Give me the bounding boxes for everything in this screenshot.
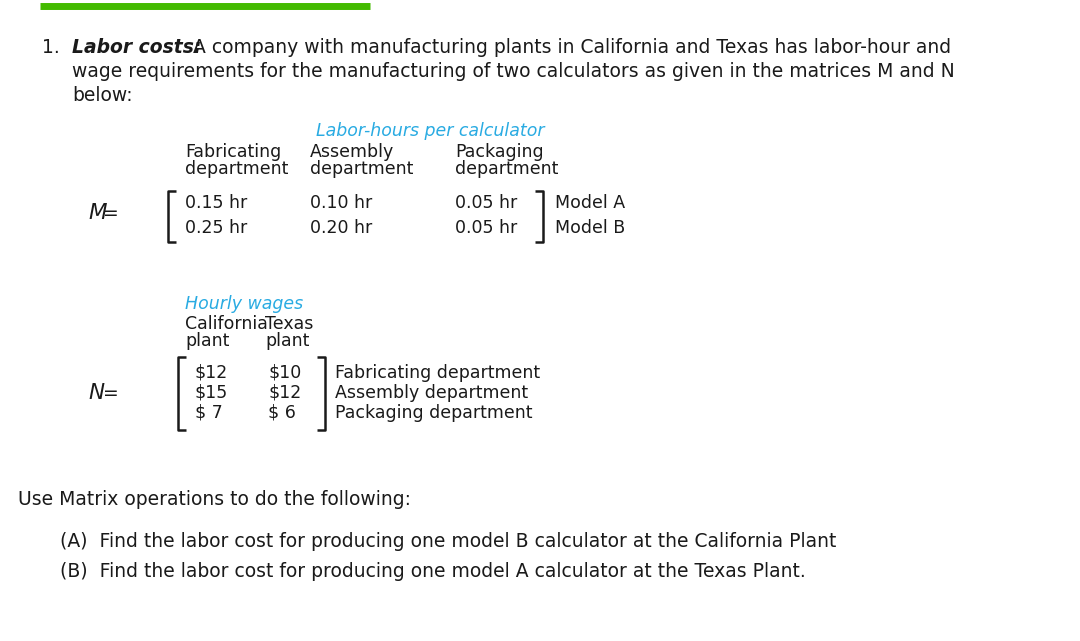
Text: $ 7: $ 7 (195, 404, 222, 422)
Text: Hourly wages: Hourly wages (185, 295, 303, 313)
Text: $ 6: $ 6 (268, 404, 296, 422)
Text: Assembly: Assembly (310, 143, 394, 161)
Text: $12: $12 (268, 384, 301, 402)
Text: 0.05 hr: 0.05 hr (455, 194, 517, 212)
Text: (B)  Find the labor cost for producing one model A calculator at the Texas Plant: (B) Find the labor cost for producing on… (60, 562, 806, 581)
Text: Labor costs:: Labor costs: (72, 38, 201, 57)
Text: $12: $12 (195, 364, 228, 382)
Text: A company with manufacturing plants in California and Texas has labor-hour and: A company with manufacturing plants in C… (187, 38, 951, 57)
Text: Assembly department: Assembly department (335, 384, 528, 402)
Text: 0.10 hr: 0.10 hr (310, 194, 373, 212)
Text: =: = (103, 203, 119, 222)
Text: department: department (310, 160, 414, 178)
Text: Fabricating: Fabricating (185, 143, 281, 161)
Text: plant: plant (265, 332, 309, 350)
Text: Texas: Texas (265, 315, 313, 333)
Text: Packaging: Packaging (455, 143, 543, 161)
Text: $15: $15 (195, 384, 228, 402)
Text: department: department (185, 160, 288, 178)
Text: department: department (455, 160, 558, 178)
Text: Use Matrix operations to do the following:: Use Matrix operations to do the followin… (18, 490, 411, 509)
Text: N: N (87, 383, 104, 403)
Text: Labor-hours per calculator: Labor-hours per calculator (315, 122, 544, 140)
Text: =: = (103, 383, 119, 403)
Text: below:: below: (72, 86, 133, 105)
Text: 0.20 hr: 0.20 hr (310, 219, 373, 237)
Text: California: California (185, 315, 268, 333)
Text: 0.15 hr: 0.15 hr (185, 194, 247, 212)
Text: 0.25 hr: 0.25 hr (185, 219, 247, 237)
Text: Model A: Model A (555, 194, 625, 212)
Text: M: M (87, 203, 107, 223)
Text: plant: plant (185, 332, 229, 350)
Text: (A)  Find the labor cost for producing one model B calculator at the California : (A) Find the labor cost for producing on… (60, 532, 836, 551)
Text: Packaging department: Packaging department (335, 404, 532, 422)
Text: Model B: Model B (555, 219, 625, 237)
Text: wage requirements for the manufacturing of two calculators as given in the matri: wage requirements for the manufacturing … (72, 62, 955, 81)
Text: $10: $10 (268, 364, 301, 382)
Text: 0.05 hr: 0.05 hr (455, 219, 517, 237)
Text: Fabricating department: Fabricating department (335, 364, 540, 382)
Text: 1.: 1. (42, 38, 59, 57)
